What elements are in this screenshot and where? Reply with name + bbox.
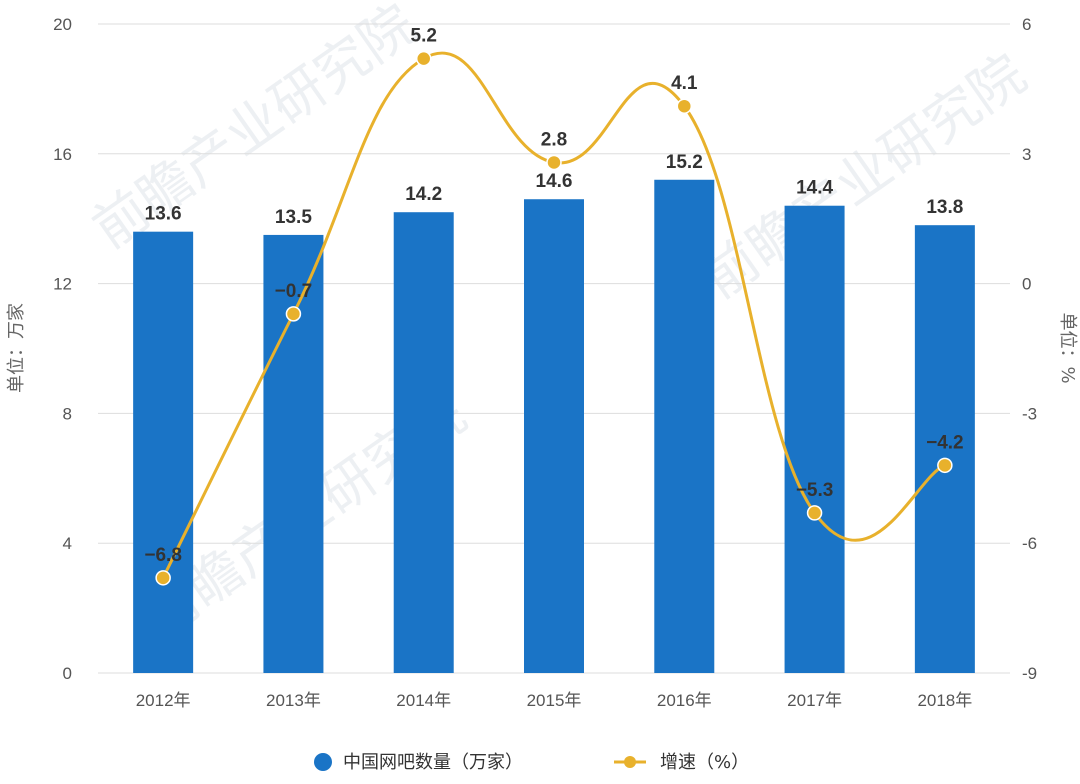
bar-value-label: 14.6 [536,171,573,192]
bar [133,231,194,673]
line-value-label: −6.8 [144,545,182,566]
legend-bar-marker [314,753,332,771]
line-point [285,306,302,322]
x-tick-label: 2015年 [527,691,582,710]
bar-value-label: 14.2 [405,184,442,205]
bar-value-label: 13.8 [926,197,963,218]
line-point [546,154,562,171]
x-tick-label: 2017年 [787,691,842,710]
bar-value-label: 15.2 [666,152,703,173]
left-tick-label: 16 [53,145,72,164]
x-tick-label: 2014年 [396,691,451,710]
line-value-label: 5.2 [411,26,437,47]
bar [524,199,584,674]
bar-series: 13.6 13.5 14.2 14.6 15.2 14.4 13.8 [133,152,975,674]
right-tick-label: -9 [1022,664,1037,683]
watermark-text: 前瞻产业研究院 [691,42,1037,310]
bar [784,205,845,673]
right-axis-ticks: -9 -6 -3 0 3 6 [1022,15,1037,683]
left-axis-title: 单位：万家 [6,303,27,393]
line-point [806,505,823,521]
legend[interactable]: 中国网吧数量（万家） 增速（%） [314,752,749,773]
line-point [937,457,953,474]
left-tick-label: 12 [53,275,72,294]
x-tick-label: 2016年 [657,691,712,710]
line-point [155,570,171,586]
legend-line-label: 增速（%） [660,752,749,773]
left-tick-label: 20 [53,15,72,34]
bar-value-label: 13.5 [275,207,312,228]
left-tick-label: 8 [63,404,72,423]
legend-line-dot [624,756,636,768]
left-tick-label: 0 [63,664,72,683]
line-value-label: 2.8 [541,129,567,150]
legend-bar-label: 中国网吧数量（万家） [343,752,523,773]
right-tick-label: 0 [1022,275,1031,294]
line-point [676,98,693,114]
bar [914,225,975,673]
right-tick-label: -6 [1022,534,1037,553]
line-value-label: −4.2 [926,432,964,453]
right-axis-title: 单位：% [1057,312,1078,383]
line-value-label: 4.1 [671,73,698,94]
x-tick-label: 2012年 [136,691,191,710]
bar-value-label: 14.4 [796,178,833,199]
right-tick-label: 6 [1022,15,1031,34]
bar [654,179,715,673]
x-axis-labels: 2012年 2013年 2014年 2015年 2016年 2017年 2018年 [136,691,973,710]
bar [393,212,454,673]
right-tick-label: -3 [1022,404,1037,423]
line-point [415,50,432,67]
line-value-label: −5.3 [796,480,834,501]
watermark-text: 前瞻产业研究院 [81,0,427,261]
left-axis-ticks: 0 4 8 12 16 20 [53,15,72,683]
line-series: −6.8 −0.7 5.2 2.8 4.1 −5.3 −4.2 [144,26,964,586]
x-tick-label: 2018年 [917,691,972,710]
right-tick-label: 3 [1022,145,1031,164]
x-tick-label: 2013年 [266,691,321,710]
bar-value-label: 13.6 [145,204,182,225]
left-tick-label: 4 [63,534,72,553]
line-value-label: −0.7 [275,281,313,302]
